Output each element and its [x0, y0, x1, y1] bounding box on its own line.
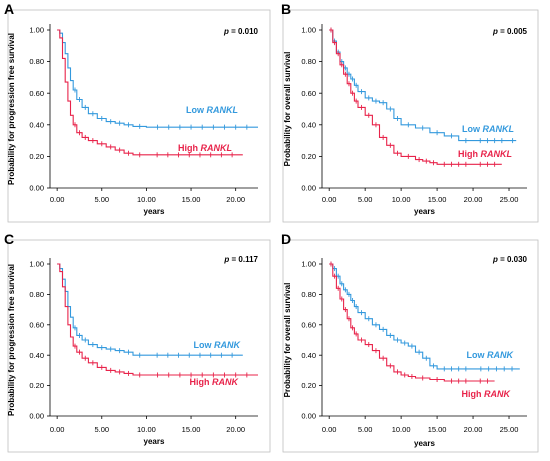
- panel-a: A 0.00 0.20 0.40 0.60 0.80 1.00 0.00 5.00 10.00 15…: [4, 1, 271, 223]
- y-tick-label: 0.80: [29, 290, 44, 299]
- panel-d: D 0.00 0.20 0.40 0.60 0.80 1.00 0.00 5.00 10.00 15…: [281, 231, 539, 453]
- survival-curve-low: [57, 29, 258, 128]
- y-tick-label: 0.40: [29, 120, 44, 129]
- x-tick-label: 10.00: [392, 425, 411, 434]
- p-value-label: p = 0.030: [492, 255, 528, 264]
- panel-c: C 0.00 0.20 0.40 0.60 0.80 1.00 0.00 5.00 10.00 15…: [4, 231, 271, 453]
- y-tick-label: 1.00: [29, 26, 44, 35]
- x-tick-label: 10.00: [137, 425, 156, 434]
- y-tick-label: 0.00: [29, 184, 44, 193]
- y-tick-label: 1.00: [301, 260, 316, 269]
- x-tick-label: 25.00: [500, 425, 519, 434]
- y-tick-label: 0.40: [29, 351, 44, 360]
- survival-curve-high: [329, 263, 495, 382]
- y-tick-label: 1.00: [301, 26, 316, 35]
- panel-frame: [7, 239, 271, 453]
- y-axis-label: Probability for progression free surviva…: [7, 264, 16, 416]
- panel-frame: [282, 239, 539, 453]
- x-axis-label: years: [414, 207, 435, 216]
- x-tick-label: 10.00: [392, 195, 411, 204]
- x-axis-label: years: [144, 437, 165, 446]
- x-axis-label: years: [144, 207, 165, 216]
- group-label-high: High RANKL: [458, 149, 512, 159]
- x-tick-label: 5.00: [94, 195, 109, 204]
- panel-frame: [7, 9, 271, 223]
- y-axis-label: Probability for overall survival: [283, 283, 292, 398]
- x-tick-label: 15.00: [182, 195, 201, 204]
- x-tick-label: 0.00: [322, 425, 337, 434]
- panel-frame: [282, 9, 539, 223]
- survival-curve-low: [57, 263, 243, 356]
- y-tick-label: 0.80: [29, 57, 44, 66]
- panel-label: B: [281, 1, 291, 17]
- y-tick-label: 0.80: [301, 57, 316, 66]
- y-tick-label: 1.00: [29, 260, 44, 269]
- y-tick-label: 0.40: [301, 351, 316, 360]
- x-tick-label: 25.00: [500, 195, 519, 204]
- y-tick-label: 0.00: [301, 184, 316, 193]
- y-tick-label: 0.00: [301, 412, 316, 421]
- p-value-label: p = 0.010: [223, 27, 259, 36]
- p-value-label: p = 0.117: [223, 255, 258, 264]
- y-axis-label: Probability for overall survival: [283, 52, 292, 167]
- panel-label: C: [4, 231, 14, 247]
- x-tick-label: 20.00: [226, 195, 245, 204]
- group-label-low: Low RANKL: [186, 105, 238, 115]
- y-tick-label: 0.60: [301, 320, 316, 329]
- y-tick-label: 0.60: [29, 89, 44, 98]
- x-tick-label: 0.00: [322, 195, 337, 204]
- survival-curve-high: [329, 29, 502, 165]
- group-label-low: Low RANK: [194, 340, 242, 350]
- y-tick-label: 0.60: [301, 89, 316, 98]
- x-tick-label: 15.00: [428, 425, 447, 434]
- y-tick-label: 0.20: [301, 152, 316, 161]
- y-tick-label: 0.40: [301, 120, 316, 129]
- group-label-high: High RANKL: [178, 143, 232, 153]
- panel-label: D: [281, 231, 291, 247]
- p-value-label: p = 0.005: [492, 27, 528, 36]
- y-tick-label: 0.00: [29, 412, 44, 421]
- x-tick-label: 5.00: [94, 425, 109, 434]
- x-tick-label: 0.00: [50, 425, 65, 434]
- y-tick-label: 0.80: [301, 290, 316, 299]
- x-tick-label: 20.00: [226, 425, 245, 434]
- x-tick-label: 20.00: [464, 195, 483, 204]
- group-label-high: High RANK: [190, 377, 240, 387]
- x-tick-label: 0.00: [50, 195, 65, 204]
- panel-label: A: [4, 1, 14, 17]
- x-tick-label: 20.00: [464, 425, 483, 434]
- survival-curve-high: [57, 29, 243, 156]
- y-tick-label: 0.60: [29, 320, 44, 329]
- x-tick-label: 15.00: [182, 425, 201, 434]
- y-tick-label: 0.20: [29, 381, 44, 390]
- x-axis-label: years: [414, 439, 435, 448]
- y-tick-label: 0.20: [29, 152, 44, 161]
- y-tick-label: 0.20: [301, 381, 316, 390]
- x-tick-label: 5.00: [358, 195, 373, 204]
- x-tick-label: 15.00: [428, 195, 447, 204]
- group-label-low: Low RANKL: [462, 124, 514, 134]
- survival-curve-high: [57, 263, 258, 376]
- panel-b: B 0.00 0.20 0.40 0.60 0.80 1.00 0.00 5.00 10.00 15…: [281, 1, 539, 223]
- y-axis-label: Probability for progression free surviva…: [7, 33, 16, 185]
- survival-curve-low: [329, 263, 520, 370]
- x-tick-label: 5.00: [358, 425, 373, 434]
- group-label-low: Low RANK: [467, 350, 515, 360]
- group-label-high: High RANK: [462, 389, 512, 399]
- x-tick-label: 10.00: [137, 195, 156, 204]
